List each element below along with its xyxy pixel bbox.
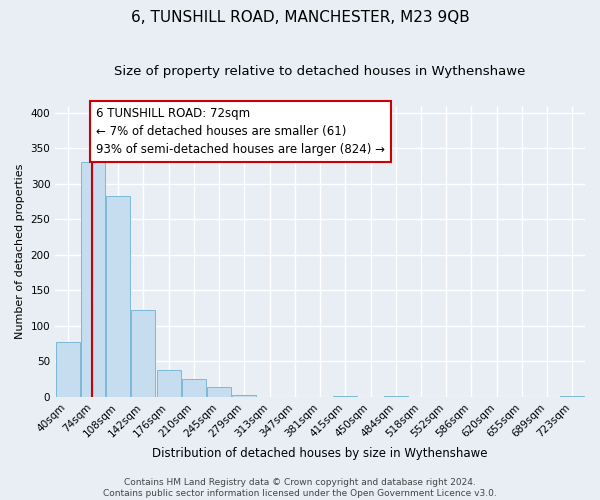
X-axis label: Distribution of detached houses by size in Wythenshawe: Distribution of detached houses by size … xyxy=(152,447,488,460)
Bar xyxy=(81,162,105,397)
Bar xyxy=(560,396,584,397)
Bar xyxy=(131,310,155,397)
Bar xyxy=(182,379,206,397)
Bar xyxy=(157,370,181,397)
Bar xyxy=(207,387,231,397)
Text: 6, TUNSHILL ROAD, MANCHESTER, M23 9QB: 6, TUNSHILL ROAD, MANCHESTER, M23 9QB xyxy=(131,10,469,25)
Bar xyxy=(334,396,357,397)
Bar xyxy=(106,196,130,397)
Y-axis label: Number of detached properties: Number of detached properties xyxy=(15,164,25,339)
Text: 6 TUNSHILL ROAD: 72sqm
← 7% of detached houses are smaller (61)
93% of semi-deta: 6 TUNSHILL ROAD: 72sqm ← 7% of detached … xyxy=(96,107,385,156)
Text: Contains HM Land Registry data © Crown copyright and database right 2024.
Contai: Contains HM Land Registry data © Crown c… xyxy=(103,478,497,498)
Bar xyxy=(56,342,80,397)
Bar xyxy=(384,396,408,397)
Title: Size of property relative to detached houses in Wythenshawe: Size of property relative to detached ho… xyxy=(115,65,526,78)
Bar xyxy=(232,395,256,397)
